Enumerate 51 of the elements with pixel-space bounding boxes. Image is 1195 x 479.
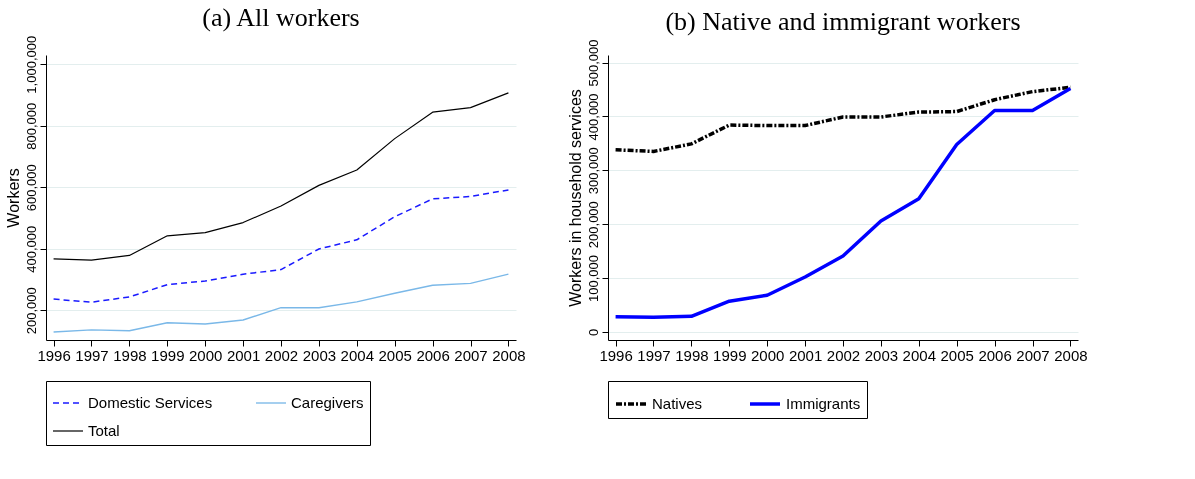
x-tick-label: 1999	[713, 346, 747, 364]
x-tick-label: 2007	[454, 346, 488, 364]
legend-label: Domestic Services	[88, 394, 213, 411]
x-tick-label: 2001	[226, 346, 261, 364]
line-series	[52, 273, 510, 333]
x-tick-label: 2007	[1016, 346, 1050, 364]
line-series	[52, 189, 510, 303]
x-tick-label: 1996	[599, 346, 633, 364]
legend-label: Immigrants	[786, 395, 861, 412]
line-series	[52, 92, 510, 261]
x-tick-label: 2005	[940, 346, 974, 364]
x-tick-label: 2008	[492, 346, 526, 364]
x-tick-label: 2002	[264, 346, 299, 364]
x-tick-label: 2000	[751, 346, 785, 364]
y-axis-title: Workers	[4, 168, 22, 228]
y-tick-label: 400,000	[585, 93, 601, 141]
x-tick-label: 1998	[113, 346, 147, 364]
y-tick-label: 1,000,000	[23, 35, 39, 94]
x-tick-label: 2004	[340, 346, 374, 364]
x-tick-label: 1997	[75, 346, 109, 364]
y-tick-label: 200,000	[23, 287, 39, 335]
y-tick-label: 100,000	[585, 255, 601, 303]
y-tick-label: 500,000	[585, 39, 601, 87]
x-tick-label: 2000	[189, 346, 223, 364]
legend-label: Caregivers	[291, 394, 364, 411]
x-tick-label: 2008	[1054, 346, 1088, 364]
y-tick-label: 800,000	[23, 102, 39, 150]
legend-label: Total	[88, 422, 120, 439]
chart-title: (b) Native and immigrant workers	[665, 7, 1021, 37]
x-tick-label: 1997	[637, 346, 671, 364]
y-axis-title: Workers in household services	[566, 89, 584, 307]
line-series	[613, 85, 1073, 154]
legend-label: Natives	[652, 395, 703, 412]
x-tick-label: 2002	[826, 346, 861, 364]
x-tick-label: 2003	[302, 346, 337, 364]
x-tick-label: 2003	[864, 346, 899, 364]
x-tick-label: 2006	[978, 346, 1012, 364]
x-tick-label: 2004	[902, 346, 936, 364]
y-tick-label: 300,000	[585, 147, 601, 195]
y-tick-label: 0	[585, 328, 601, 337]
y-tick-label: 200,000	[585, 201, 601, 249]
y-tick-label: 600,000	[23, 164, 39, 212]
x-tick-label: 1999	[151, 346, 185, 364]
x-tick-label: 2006	[416, 346, 450, 364]
chart-title: (a) All workers	[202, 3, 360, 33]
y-tick-label: 400,000	[23, 225, 39, 273]
x-tick-label: 1998	[675, 346, 709, 364]
x-tick-label: 2001	[788, 346, 823, 364]
line-series	[613, 86, 1073, 320]
x-tick-label: 2005	[378, 346, 412, 364]
x-tick-label: 1996	[37, 346, 71, 364]
